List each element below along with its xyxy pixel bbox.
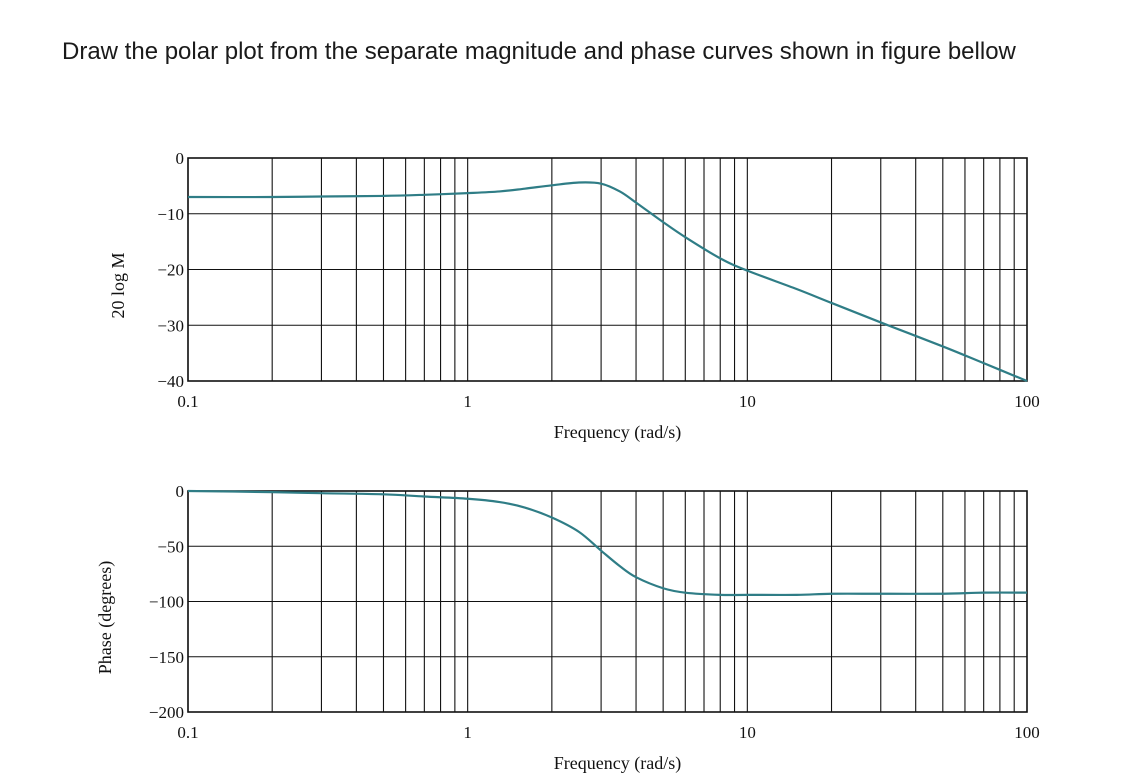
y-axis-title: 20 log M [108, 252, 128, 318]
y-tick-label: 0 [176, 482, 185, 501]
y-tick-label: −50 [157, 537, 184, 556]
y-tick-label: −20 [157, 261, 184, 280]
x-axis-title: Frequency (rad/s) [554, 422, 681, 443]
x-tick-label: 0.1 [177, 723, 198, 742]
series-line [187, 489, 1028, 597]
x-axis-title: Frequency (rad/s) [554, 753, 681, 774]
x-tick-label: 1 [463, 392, 472, 411]
x-tick-label: 100 [1014, 392, 1040, 411]
y-tick-label: −150 [149, 648, 184, 667]
plot-frame [187, 157, 1028, 382]
x-tick-label: 100 [1014, 723, 1040, 742]
plot-frame [187, 490, 1028, 713]
y-tick-label: −30 [157, 316, 184, 335]
series-line [187, 181, 1028, 383]
magnitude-plot: 0 −10 −20 −30 −400.1 1 10 100 Frequency (rad/s) 2… [108, 149, 1040, 443]
x-tick-label: 10 [739, 723, 756, 742]
y-tick-label: −200 [149, 703, 184, 722]
x-tick-label: 0.1 [177, 392, 198, 411]
y-axis-title: Phase (degrees) [95, 561, 116, 674]
y-tick-label: −10 [157, 205, 184, 224]
y-tick-label: −100 [149, 593, 184, 612]
y-tick-label: 0 [176, 149, 185, 168]
question-text: Draw the polar plot from the separate ma… [62, 38, 1016, 65]
x-tick-label: 10 [739, 392, 756, 411]
y-tick-label: −40 [157, 372, 184, 391]
x-tick-label: 1 [463, 723, 472, 742]
